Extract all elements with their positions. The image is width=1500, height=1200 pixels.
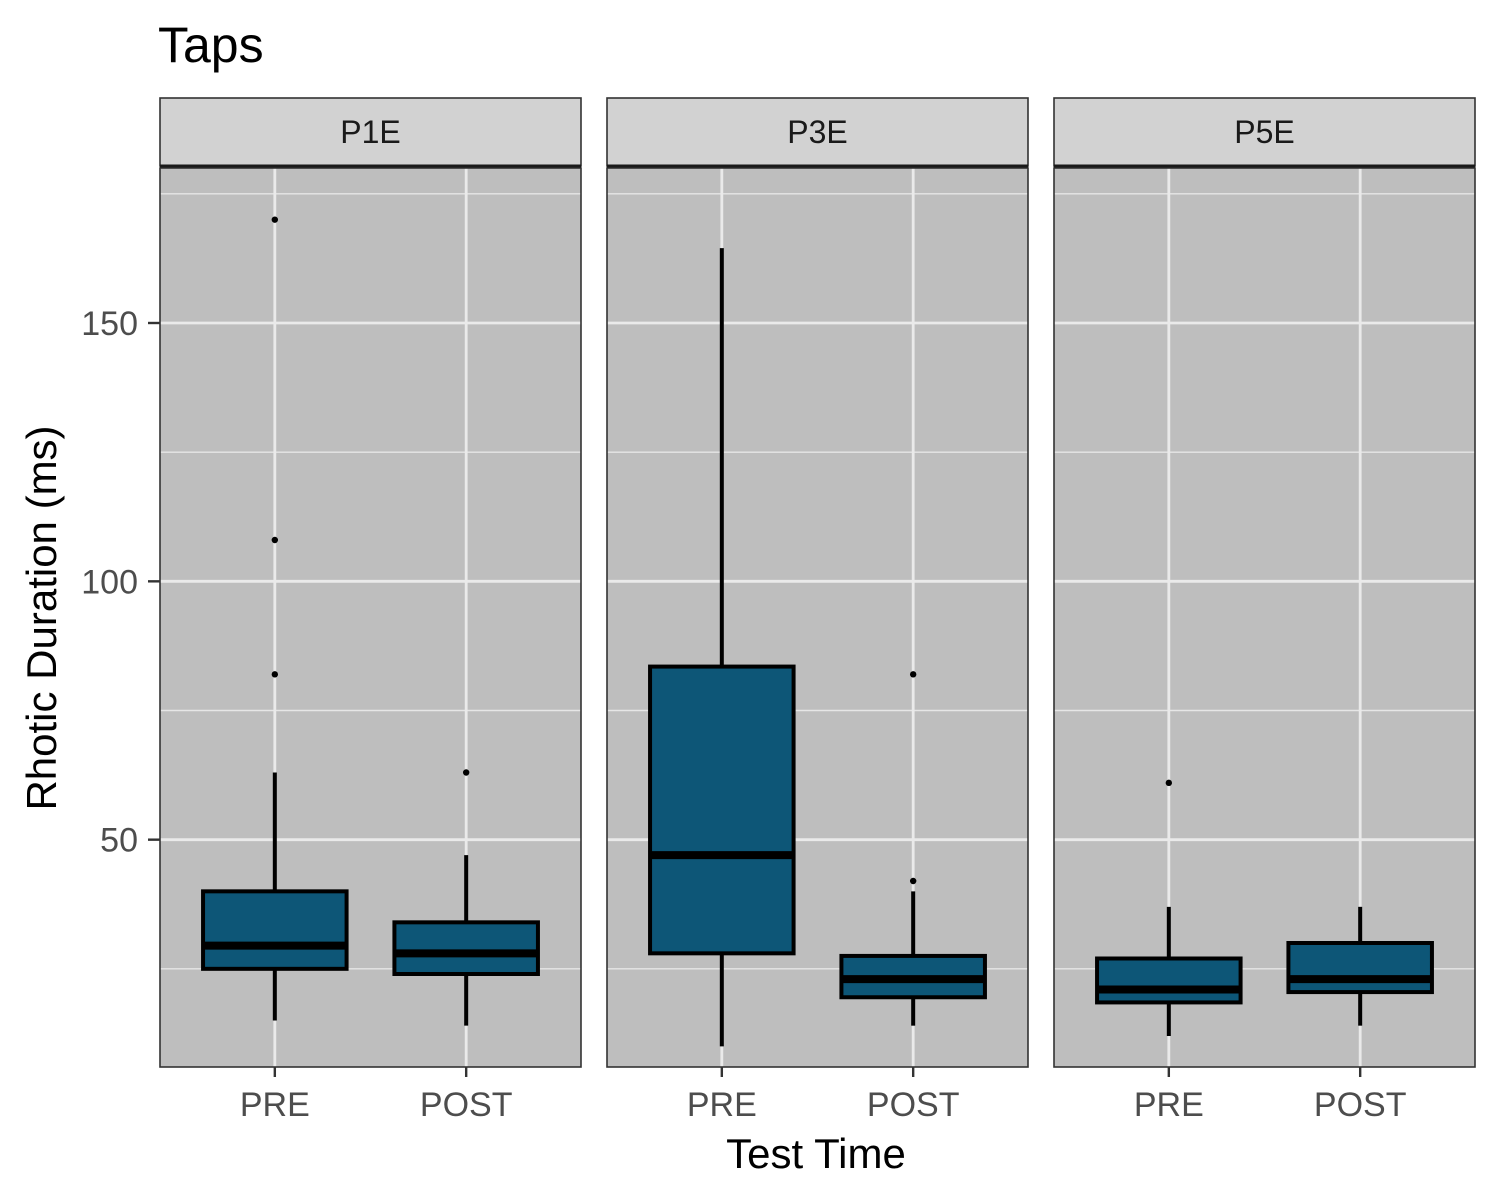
x-axis-title: Test Time xyxy=(726,1130,906,1177)
y-axis: 50 100 150 xyxy=(81,305,160,860)
x-tick-label: POST xyxy=(420,1086,513,1124)
outlier-point xyxy=(271,536,279,544)
panel-p5e: P5E PRE POST xyxy=(1053,97,1476,1124)
x-tick-label: PRE xyxy=(1134,1086,1204,1124)
x-tick-label: PRE xyxy=(240,1086,310,1124)
y-axis-title: Rhotic Duration (ms) xyxy=(18,425,65,810)
box-pre xyxy=(201,216,349,1021)
y-tick-label: 100 xyxy=(81,563,138,601)
outlier-point xyxy=(271,216,279,223)
box-iqr xyxy=(1095,956,1243,1005)
y-tick-label: 150 xyxy=(81,305,138,343)
strip-background xyxy=(1053,97,1476,167)
panel-border xyxy=(1053,167,1476,1068)
x-tick-label: POST xyxy=(1314,1086,1407,1124)
box-post xyxy=(839,671,987,1026)
strip-label-p1e: P1E xyxy=(340,114,400,150)
chart-title: Taps xyxy=(158,17,264,73)
outlier-point xyxy=(271,671,279,678)
box-iqr xyxy=(392,920,540,976)
outlier-point xyxy=(909,671,917,678)
box-post xyxy=(392,769,540,1026)
outlier-point xyxy=(909,877,917,885)
box-pre xyxy=(1095,779,1243,1036)
panels: P1E PRE POST P3E PRE POST P5E PRE POST xyxy=(159,97,1476,1124)
box-iqr xyxy=(201,889,349,971)
box-post xyxy=(1286,906,1434,1026)
panel-border xyxy=(606,167,1029,1068)
y-tick-label: 50 xyxy=(100,822,138,860)
strip-label-p5e: P5E xyxy=(1234,114,1294,150)
x-tick-label: POST xyxy=(867,1086,960,1124)
box-iqr xyxy=(648,664,796,956)
outlier-point xyxy=(1165,779,1173,787)
panel-p3e: P3E PRE POST xyxy=(606,97,1029,1124)
box-pre xyxy=(648,248,796,1047)
panel-p1e: P1E PRE POST xyxy=(159,97,582,1124)
box-iqr xyxy=(1286,941,1434,995)
outlier-point xyxy=(462,769,470,776)
strip-label-p3e: P3E xyxy=(787,114,847,150)
panel-background xyxy=(1054,168,1475,1067)
strip-background xyxy=(606,97,1029,167)
panel-border xyxy=(159,167,582,1068)
x-tick-label: PRE xyxy=(687,1086,757,1124)
